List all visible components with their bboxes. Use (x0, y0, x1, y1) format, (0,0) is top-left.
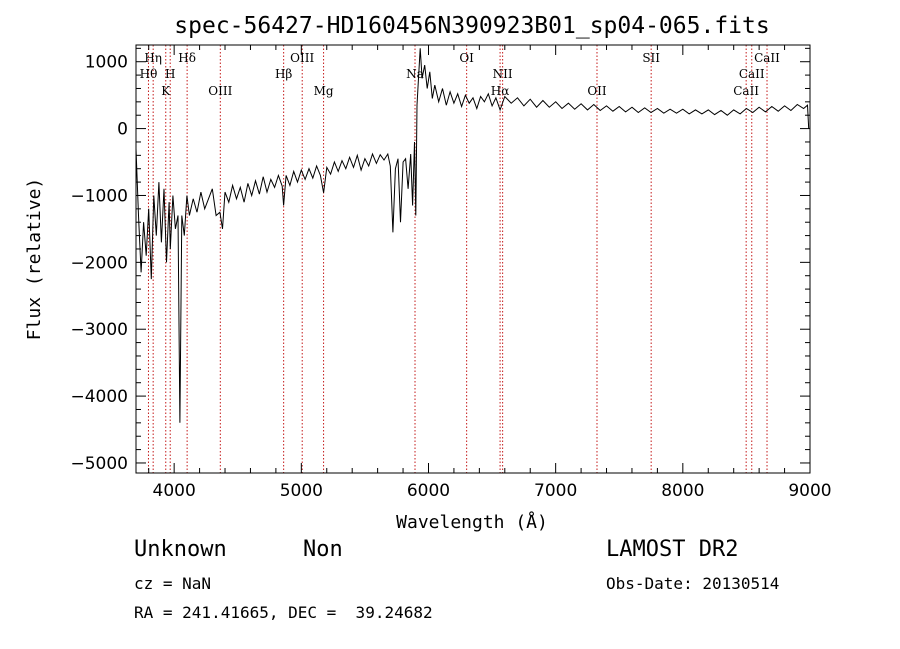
x-tick-label: 8000 (661, 481, 704, 501)
redshift-text: cz = NaN (134, 574, 212, 593)
y-tick-label: −3000 (70, 320, 128, 340)
spectral-line-label: Hβ (275, 67, 292, 81)
spectral-line-label: NII (493, 67, 513, 81)
spectral-line-label: OIII (290, 51, 314, 65)
plot-frame (135, 44, 811, 474)
x-tick-label: 9000 (788, 481, 831, 501)
survey-name: LAMOST DR2 (606, 537, 739, 562)
spectral-line-label: Hθ (140, 67, 158, 81)
x-tick-label: 5000 (280, 481, 323, 501)
chart-title: spec-56427-HD160456N390923B01_sp04-065.f… (174, 13, 769, 39)
spectral-line-label: H (165, 67, 175, 81)
x-tick-label: 4000 (153, 481, 196, 501)
y-axis-label: Flux (relative) (24, 178, 45, 341)
y-tick-label: −1000 (70, 186, 128, 206)
object-subclass: Non (303, 537, 343, 562)
spectral-line-label: Hδ (178, 51, 196, 65)
y-tick-label: 0 (117, 120, 128, 140)
spectral-line-label: Hη (144, 51, 162, 65)
object-class: Unknown (134, 537, 227, 562)
spectral-line-label: Mg (314, 84, 334, 98)
obs-date: Obs-Date: 20130514 (606, 574, 780, 593)
y-tick-label: −2000 (70, 253, 128, 273)
spectral-line-label: CaII (754, 51, 780, 65)
spectral-line-label: CaII (733, 84, 759, 98)
x-tick-label: 7000 (534, 481, 577, 501)
y-tick-label: −5000 (70, 454, 128, 474)
spectral-line-label: Hα (491, 84, 510, 98)
x-tick-label: 6000 (407, 481, 450, 501)
x-axis-label: Wavelength (Å) (396, 511, 548, 533)
spectral-line-labels: HθHηKHHδOIIIHβOIIIMgNaOIHαNIIOIISIICaIIC… (140, 51, 781, 98)
spectral-line-markers (147, 45, 768, 473)
spectrum-line (135, 48, 810, 423)
spectral-line-label: CaII (739, 67, 765, 81)
x-axis: 4000 5000 6000 7000 8000 9000 (148, 45, 832, 501)
spectral-line-label: OII (587, 84, 607, 98)
ra-dec: RA = 241.41665, DEC = 39.24682 (134, 603, 433, 622)
spectral-line-label: OIII (208, 84, 232, 98)
spectral-line-label: K (161, 84, 171, 98)
spectral-line-label: SII (642, 51, 660, 65)
y-axis: 1000 0 −1000 −2000 −3000 −4000 −5000 (70, 47, 810, 474)
y-tick-label: −4000 (70, 387, 128, 407)
spectral-line-label: OI (459, 51, 474, 65)
y-tick-label: 1000 (85, 53, 128, 73)
